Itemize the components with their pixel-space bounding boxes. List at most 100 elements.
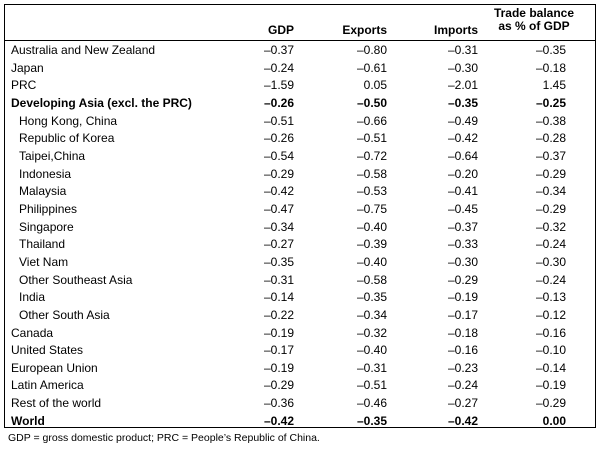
cell-gdp: –0.29 xyxy=(263,166,294,181)
row-label: United States xyxy=(11,343,84,358)
cell-exports: –0.40 xyxy=(356,219,387,234)
cell-exports: –0.32 xyxy=(356,325,387,340)
cell-imports: –0.64 xyxy=(447,148,478,163)
table-header: GDP Exports Imports Trade balance as % o… xyxy=(5,5,595,41)
cell-gdp: –0.26 xyxy=(263,131,294,146)
cell-imports: –0.49 xyxy=(447,113,478,128)
row-label: Viet Nam xyxy=(19,254,69,269)
cell-exports: –0.46 xyxy=(356,396,387,411)
cell-trade-balance: –0.24 xyxy=(535,237,566,252)
cell-gdp: –0.19 xyxy=(263,360,294,375)
cell-trade-balance: –0.25 xyxy=(535,95,566,110)
cell-exports: –0.31 xyxy=(356,360,387,375)
cell-exports: –0.66 xyxy=(356,113,387,128)
table-body: Australia and New Zealand –0.37 –0.80 –0.31… xyxy=(5,42,595,430)
cell-trade-balance: –0.35 xyxy=(535,43,566,57)
table-row: Developing Asia (excl. the PRC) –0.26 –0.5… xyxy=(5,95,595,113)
table-row: European Union –0.19 –0.31 –0.23 –0.14 xyxy=(5,360,595,378)
table-row: Thailand –0.27 –0.39 –0.33 –0.24 xyxy=(5,236,595,254)
header-gdp: GDP xyxy=(267,23,294,37)
cell-exports: –0.72 xyxy=(356,148,387,163)
cell-exports: –0.51 xyxy=(356,378,387,393)
cell-imports: –0.27 xyxy=(447,396,478,411)
cell-imports: –0.20 xyxy=(447,166,478,181)
cell-imports: –0.30 xyxy=(447,254,478,269)
table-row: World –0.42 –0.35 –0.42 0.00 xyxy=(5,413,595,431)
cell-trade-balance: –0.38 xyxy=(535,113,566,128)
cell-imports: –0.29 xyxy=(447,272,478,287)
cell-exports: 0.05 xyxy=(363,78,387,93)
row-label: Indonesia xyxy=(19,166,72,181)
cell-trade-balance: –0.32 xyxy=(535,219,566,234)
footnote: GDP = gross domestic product; PRC = Peop… xyxy=(8,432,320,444)
cell-trade-balance: –0.13 xyxy=(535,290,566,305)
cell-trade-balance: –0.29 xyxy=(535,166,566,181)
cell-exports: –0.58 xyxy=(356,166,387,181)
cell-exports: –0.51 xyxy=(356,131,387,146)
table-row: India –0.14 –0.35 –0.19 –0.13 xyxy=(5,289,595,307)
cell-exports: –0.75 xyxy=(356,201,387,216)
table-row: Indonesia –0.29 –0.58 –0.20 –0.29 xyxy=(5,166,595,184)
table-row: Other Southeast Asia –0.31 –0.58 –0.29 –0.24 xyxy=(5,272,595,290)
cell-trade-balance: –0.34 xyxy=(535,184,566,199)
row-label: Singapore xyxy=(19,219,74,234)
cell-gdp: –0.51 xyxy=(263,113,294,128)
cell-trade-balance: –0.30 xyxy=(535,254,566,269)
row-label: India xyxy=(19,290,46,305)
cell-trade-balance: –0.28 xyxy=(535,131,566,146)
cell-gdp: –0.22 xyxy=(263,307,294,322)
cell-imports: –0.24 xyxy=(447,378,478,393)
table-row: Latin America –0.29 –0.51 –0.24 –0.19 xyxy=(5,377,595,395)
table-row: Viet Nam –0.35 –0.40 –0.30 –0.30 xyxy=(5,254,595,272)
cell-exports: –0.53 xyxy=(356,184,387,199)
table-row: Taipei,China –0.54 –0.72 –0.64 –0.37 xyxy=(5,148,595,166)
cell-gdp: –0.27 xyxy=(263,237,294,252)
cell-gdp: –1.59 xyxy=(263,78,294,93)
header-trade-balance-line2: as % of GDP xyxy=(498,19,570,33)
row-label: Latin America xyxy=(11,378,84,393)
table-row: Philippines –0.47 –0.75 –0.45 –0.29 xyxy=(5,201,595,219)
cell-imports: –0.35 xyxy=(447,95,478,110)
cell-imports: –0.33 xyxy=(447,237,478,252)
cell-exports: –0.50 xyxy=(356,95,387,110)
table-row: Australia and New Zealand –0.37 –0.80 –0.31… xyxy=(5,42,595,60)
cell-trade-balance: –0.19 xyxy=(535,378,566,393)
row-label: Hong Kong, China xyxy=(19,113,118,128)
row-label: PRC xyxy=(11,78,37,93)
row-label: Developing Asia (excl. the PRC) xyxy=(11,95,192,110)
cell-gdp: –0.42 xyxy=(263,184,294,199)
cell-gdp: –0.36 xyxy=(263,396,294,411)
cell-gdp: –0.42 xyxy=(263,413,294,428)
cell-exports: –0.61 xyxy=(356,60,387,75)
cell-gdp: –0.47 xyxy=(263,201,294,216)
cell-imports: –0.30 xyxy=(447,60,478,75)
cell-gdp: –0.17 xyxy=(263,343,294,358)
table-row: Republic of Korea –0.26 –0.51 –0.42 –0.28 xyxy=(5,130,595,148)
table-row: Other South Asia –0.22 –0.34 –0.17 –0.12 xyxy=(5,307,595,325)
cell-exports: –0.58 xyxy=(356,272,387,287)
cell-gdp: –0.34 xyxy=(263,219,294,234)
cell-imports: –0.37 xyxy=(447,219,478,234)
cell-trade-balance: –0.29 xyxy=(535,201,566,216)
cell-imports: –0.45 xyxy=(447,201,478,216)
table-row: Malaysia –0.42 –0.53 –0.41 –0.34 xyxy=(5,183,595,201)
cell-exports: –0.40 xyxy=(356,254,387,269)
cell-imports: –0.17 xyxy=(447,307,478,322)
cell-exports: –0.35 xyxy=(356,413,387,428)
data-table: GDP Exports Imports Trade balance as % o… xyxy=(4,4,596,428)
table-row: United States –0.17 –0.40 –0.16 –0.10 xyxy=(5,342,595,360)
row-label: Japan xyxy=(11,60,44,75)
cell-imports: –0.42 xyxy=(447,413,478,428)
cell-exports: –0.34 xyxy=(356,307,387,322)
cell-trade-balance: –0.18 xyxy=(535,60,566,75)
header-trade-balance: Trade balance as % of GDP xyxy=(479,7,589,33)
row-label: Malaysia xyxy=(19,184,67,199)
row-label: Rest of the world xyxy=(11,396,102,411)
cell-trade-balance: –0.16 xyxy=(535,325,566,340)
row-label: Other Southeast Asia xyxy=(19,272,133,287)
cell-exports: –0.39 xyxy=(356,237,387,252)
cell-gdp: –0.14 xyxy=(263,290,294,305)
cell-gdp: –0.24 xyxy=(263,60,294,75)
row-label: World xyxy=(11,413,45,428)
